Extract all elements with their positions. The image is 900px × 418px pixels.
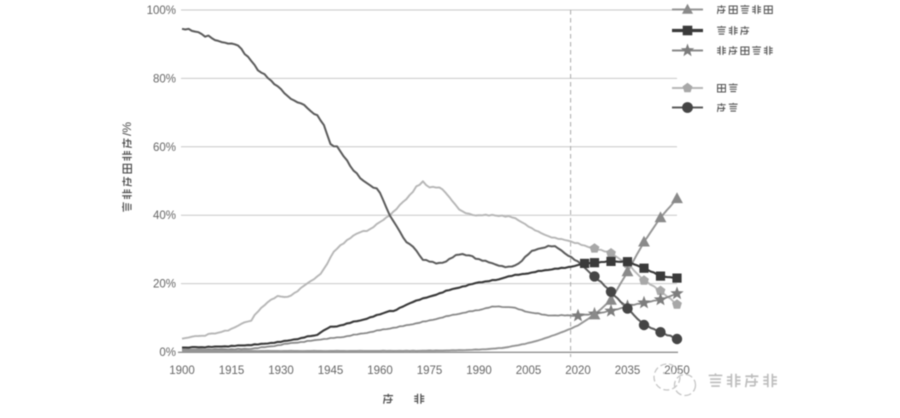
svg-text:/%: /% [120, 122, 134, 136]
svg-text:2035: 2035 [615, 365, 641, 377]
svg-text:1930: 1930 [268, 365, 294, 377]
svg-text:1945: 1945 [318, 365, 344, 377]
svg-text:1915: 1915 [219, 365, 245, 377]
svg-text:100%: 100% [147, 5, 176, 17]
svg-text:80%: 80% [153, 73, 176, 85]
svg-text:40%: 40% [153, 210, 176, 222]
svg-text:1960: 1960 [367, 365, 393, 377]
svg-text:20%: 20% [153, 279, 176, 291]
svg-text:1990: 1990 [466, 365, 492, 377]
svg-text:1900: 1900 [169, 365, 195, 377]
svg-text:60%: 60% [153, 142, 176, 154]
svg-text:2050: 2050 [664, 365, 690, 377]
svg-text:2020: 2020 [565, 365, 591, 377]
svg-text:2005: 2005 [516, 365, 542, 377]
svg-text:0%: 0% [159, 347, 176, 359]
svg-text:1975: 1975 [417, 365, 443, 377]
